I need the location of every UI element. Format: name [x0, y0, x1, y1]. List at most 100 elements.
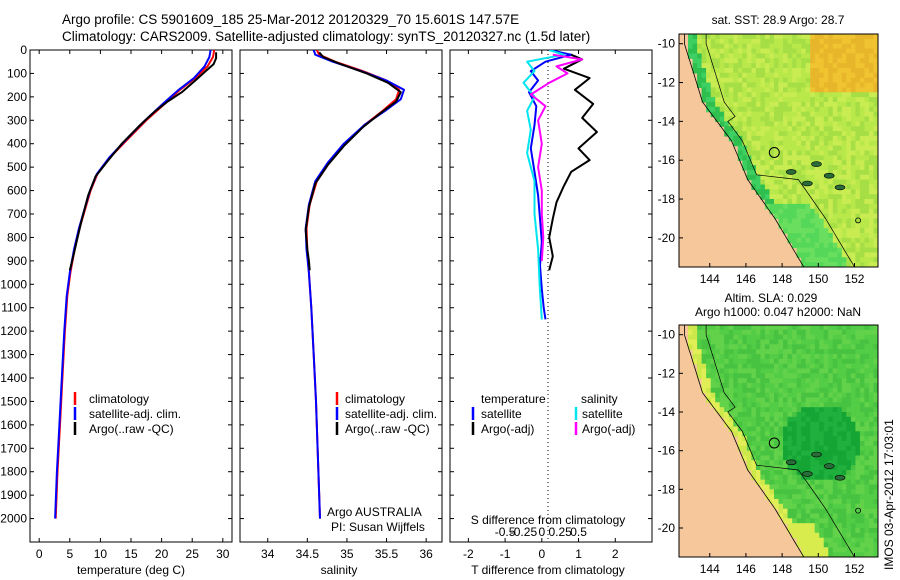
- map-cell: [855, 489, 861, 495]
- map-cell: [787, 218, 793, 224]
- map-cell: [859, 53, 866, 59]
- map-cell: [769, 455, 775, 461]
- map-cell: [846, 169, 852, 176]
- map-cell: [737, 445, 743, 452]
- map-cell: [841, 106, 847, 113]
- map-cell: [850, 218, 857, 224]
- map-cell: [814, 552, 820, 557]
- map-cell: [792, 189, 798, 195]
- map-cell: [746, 416, 752, 423]
- map-cell: [792, 339, 798, 345]
- map-cell: [769, 412, 775, 418]
- map-cell: [746, 160, 752, 166]
- map-cell: [873, 421, 878, 428]
- reef-outline: [785, 459, 797, 466]
- map-cell: [873, 494, 878, 500]
- map-cell: [864, 116, 870, 122]
- map-cell: [837, 397, 843, 403]
- map-cell: [801, 387, 807, 394]
- map-cell: [764, 145, 771, 152]
- map-cell: [869, 378, 875, 384]
- map-cell: [719, 407, 725, 413]
- map-cell: [846, 344, 852, 350]
- map-cell: [832, 334, 838, 341]
- map-cell: [814, 179, 820, 186]
- map-cell: [859, 412, 866, 418]
- map-cell: [778, 82, 784, 88]
- map-cell: [801, 194, 807, 200]
- map-cell: [846, 532, 852, 539]
- map-cell: [783, 68, 789, 74]
- map-cell: [814, 523, 820, 529]
- map-cell: [873, 48, 878, 55]
- map-cell: [742, 58, 748, 64]
- map-cell: [796, 252, 802, 258]
- map-cell: [760, 426, 766, 432]
- map-cell: [792, 145, 798, 152]
- map-cell: [751, 436, 757, 442]
- map-cell: [746, 329, 752, 336]
- map-cell: [701, 92, 707, 98]
- map-cell: [855, 72, 861, 79]
- map-cell: [774, 68, 780, 74]
- map-cell: [864, 179, 870, 186]
- map-cell: [814, 34, 820, 40]
- map-cell: [819, 373, 825, 379]
- map-cell: [728, 402, 734, 408]
- map-cell: [873, 518, 878, 524]
- map-cell: [864, 528, 870, 534]
- map-cell: [783, 34, 789, 40]
- map-cell: [846, 489, 852, 495]
- map-cell: [796, 97, 802, 103]
- map-cell: [755, 169, 762, 176]
- map-cell: [828, 489, 834, 495]
- map-cell: [864, 378, 870, 384]
- map-cell: [787, 445, 793, 452]
- salinity-axes-frame: [239, 49, 443, 543]
- map-cell: [783, 92, 789, 98]
- map-cell: [701, 373, 707, 379]
- map-cell: [855, 503, 861, 510]
- map-cell: [855, 397, 861, 403]
- map-cell: [828, 325, 834, 331]
- map-cell: [823, 150, 829, 156]
- map-cell: [801, 87, 807, 93]
- map-cell: [728, 77, 734, 84]
- map-cell: [697, 48, 703, 55]
- map-cell: [805, 223, 811, 229]
- map-cell: [760, 445, 766, 452]
- map-cell: [823, 407, 829, 413]
- map-cell: [715, 329, 721, 336]
- x-tick-label: 2: [612, 547, 619, 561]
- map-cell: [859, 194, 866, 200]
- map-cell: [855, 48, 861, 55]
- map-cell: [859, 392, 866, 399]
- map-cell: [869, 421, 875, 428]
- map-cell: [769, 339, 775, 345]
- map-cell: [796, 499, 802, 505]
- map-cell: [828, 412, 834, 418]
- map-cell: [737, 140, 743, 147]
- map-cell: [801, 344, 807, 350]
- map-cell: [728, 368, 734, 374]
- map-cell: [715, 48, 721, 55]
- map-cell: [733, 431, 739, 437]
- map-cell: [850, 436, 857, 442]
- map-cell: [850, 474, 857, 481]
- map-cell: [724, 53, 730, 59]
- map-cell: [819, 441, 825, 447]
- map-cell: [701, 72, 707, 79]
- map-cell: [805, 344, 811, 350]
- map-cell: [859, 378, 866, 384]
- map-cell: [819, 363, 825, 370]
- map-cell: [706, 358, 712, 365]
- map-cell: [805, 257, 811, 263]
- map-cell: [814, 145, 820, 152]
- map-cell: [819, 111, 825, 118]
- reef-outline: [811, 451, 822, 458]
- map-cell: [796, 155, 802, 161]
- map-cell: [706, 383, 712, 389]
- map-cell: [792, 174, 798, 181]
- map-cell: [810, 179, 816, 186]
- map-cell: [805, 532, 811, 539]
